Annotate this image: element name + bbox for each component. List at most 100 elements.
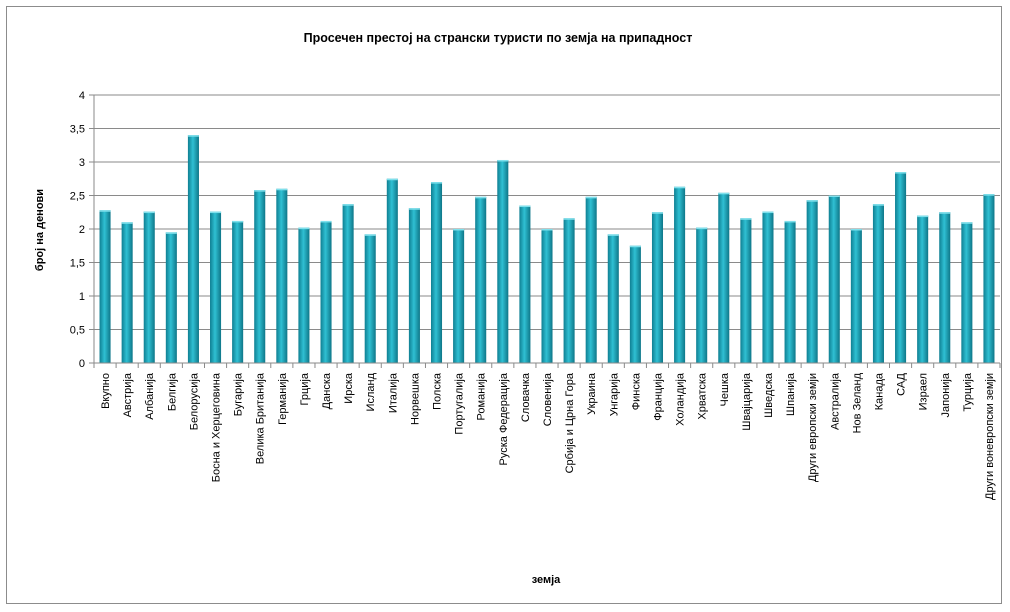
bar xyxy=(453,229,465,363)
x-category-label: Чешка xyxy=(719,372,731,406)
bar xyxy=(651,212,664,363)
bar-highlight xyxy=(607,234,619,236)
bar-highlight xyxy=(651,212,664,214)
bar-highlight xyxy=(939,212,951,214)
bar-highlight xyxy=(187,135,199,137)
bar xyxy=(408,208,420,363)
x-category-labels: Вкупно Австрија Албанија Белгија Белорусија Б… xyxy=(100,372,996,500)
x-category-label: Хрватска xyxy=(697,372,709,420)
x-category-label: Шпанија xyxy=(785,372,797,416)
bar-highlight xyxy=(740,218,752,220)
bar-highlight xyxy=(475,196,487,199)
x-category-label: Романија xyxy=(476,372,488,420)
bar-highlight xyxy=(585,196,597,199)
bar xyxy=(939,212,951,363)
x-category-label: Франција xyxy=(652,372,664,421)
x-category-label: Украина xyxy=(586,372,598,415)
x-category-label: Белорусија xyxy=(188,372,200,430)
bar xyxy=(165,232,177,363)
x-category-label: Ирска xyxy=(343,372,355,404)
x-category-label: Австрија xyxy=(122,372,134,417)
x-category-label: Италија xyxy=(387,372,399,413)
x-category-label: Израел xyxy=(918,373,930,410)
bar-highlight xyxy=(210,211,222,214)
x-category-label: Исланд xyxy=(365,372,377,411)
bar-highlight xyxy=(696,227,708,230)
bar-highlight xyxy=(165,232,177,234)
bar-highlight xyxy=(430,182,443,184)
x-category-label: Вкупно xyxy=(100,373,112,409)
bar-highlight xyxy=(674,186,686,189)
bar xyxy=(232,220,244,363)
x-category-label: Други европски земји xyxy=(807,373,819,482)
bar-highlight xyxy=(408,208,420,210)
x-category-label: Финска xyxy=(630,372,642,410)
y-tick-label: 4 xyxy=(79,90,85,102)
chart-title: Просечен престој на странски туристи по … xyxy=(304,31,693,45)
bar-highlight xyxy=(895,172,907,174)
x-category-label: Германија xyxy=(277,372,289,425)
bar-highlight xyxy=(519,205,531,208)
bar xyxy=(718,192,730,363)
bar-highlight xyxy=(342,204,354,206)
bar xyxy=(143,211,155,363)
bar xyxy=(872,204,884,363)
x-category-label: Други воневропски земји xyxy=(984,373,996,500)
bar-highlight xyxy=(99,210,111,212)
bar xyxy=(585,196,597,363)
x-category-label: Бугарија xyxy=(233,372,245,416)
bar xyxy=(386,178,398,363)
bar xyxy=(563,218,575,363)
bar-highlight xyxy=(276,188,288,191)
bar-highlight xyxy=(828,195,840,197)
bar-highlight xyxy=(872,204,884,206)
bar-highlight xyxy=(961,222,973,224)
x-axis-title: земја xyxy=(532,574,561,586)
bar xyxy=(850,229,862,363)
bar xyxy=(254,190,266,363)
x-category-label: Португалија xyxy=(454,372,466,434)
x-category-label: Босна и Херцеговина xyxy=(211,372,223,482)
y-tick-label: 1 xyxy=(79,291,85,303)
bar-highlight xyxy=(563,218,575,220)
x-category-label: Јапонија xyxy=(940,372,952,417)
bar-highlight xyxy=(850,229,862,231)
bar xyxy=(806,200,818,363)
y-axis-title: број на денови xyxy=(34,189,46,271)
x-category-label: Данска xyxy=(321,372,333,409)
bar xyxy=(298,227,310,363)
y-tick-label: 0,5 xyxy=(70,325,85,337)
x-category-label: Полска xyxy=(432,372,444,410)
y-tick-label: 1,5 xyxy=(70,258,85,270)
bar-highlight xyxy=(497,159,509,162)
y-tick-label: 3 xyxy=(79,157,85,169)
bar-highlight xyxy=(541,229,553,231)
bar xyxy=(276,188,288,363)
bar xyxy=(342,204,354,363)
bar-highlight xyxy=(298,227,310,230)
bar-highlight xyxy=(983,194,995,196)
bar-highlight xyxy=(143,211,155,214)
bar-highlight xyxy=(629,245,641,248)
bar-highlight xyxy=(718,192,730,195)
bar-highlight xyxy=(364,234,376,236)
x-category-label: Словенија xyxy=(542,372,554,426)
bar xyxy=(629,245,641,363)
y-tick-label: 0 xyxy=(79,358,85,370)
x-category-label: Австралија xyxy=(829,372,841,430)
bar xyxy=(497,159,509,363)
bar xyxy=(784,220,796,363)
bar xyxy=(519,205,531,363)
x-category-label: Канада xyxy=(873,372,885,410)
bar xyxy=(430,182,443,363)
x-category-label: Холандија xyxy=(675,372,687,426)
bar xyxy=(187,135,199,363)
bar xyxy=(828,195,840,363)
axes xyxy=(93,95,1000,364)
y-tick-label: 3,5 xyxy=(70,124,85,136)
bar-highlight xyxy=(784,220,796,223)
y-tick-label: 2,5 xyxy=(70,191,85,203)
x-category-label: Руска Федерација xyxy=(498,372,510,465)
bar-highlight xyxy=(806,200,818,202)
